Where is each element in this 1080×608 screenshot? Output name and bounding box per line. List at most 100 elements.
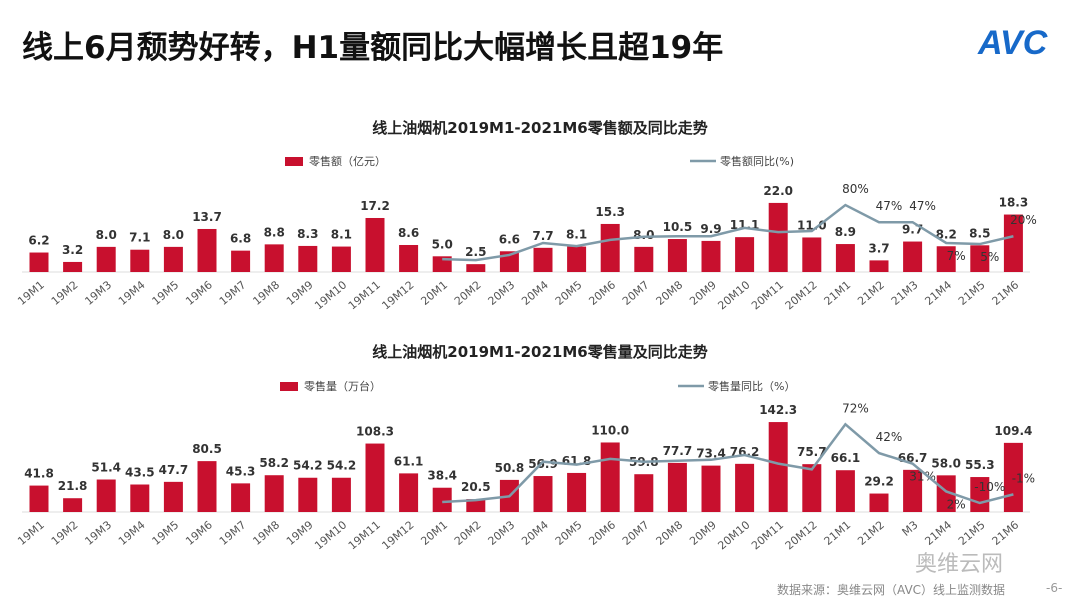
x-tick-label: 19M5 [150, 278, 182, 308]
x-tick-label: 19M4 [116, 278, 148, 308]
bar-label: 9.7 [902, 223, 923, 237]
bar-label: 5.0 [432, 237, 453, 251]
bar-label: 8.0 [163, 228, 184, 242]
bar [331, 246, 351, 272]
bar [298, 477, 318, 512]
x-tick-label: 19M2 [49, 518, 81, 548]
x-tick-label: 19M6 [183, 278, 215, 308]
x-tick-label: 19M1 [15, 518, 47, 548]
line-label: -10% [974, 480, 1005, 494]
x-tick-label: 20M9 [687, 518, 719, 548]
bar [533, 476, 553, 512]
bar-label: 77.7 [663, 444, 693, 458]
bar-label: 20.5 [461, 480, 491, 494]
bar [29, 252, 49, 272]
bar-label: 8.8 [264, 225, 285, 239]
x-tick-label: 21M3 [889, 278, 921, 308]
bar [399, 473, 419, 512]
x-tick-label: 19M7 [217, 278, 249, 308]
legend-bar-swatch [285, 157, 303, 166]
bar [735, 237, 755, 272]
bar [29, 485, 49, 512]
line-label: 7% [947, 249, 966, 263]
x-tick-label: 20M7 [620, 518, 652, 548]
bar-label: 8.9 [835, 225, 856, 239]
bar [768, 422, 788, 512]
line-label: 31% [909, 470, 936, 484]
x-tick-label: 20M2 [452, 278, 484, 308]
bar-label: 2.5 [465, 245, 486, 259]
page-number: -6- [1046, 581, 1063, 595]
x-tick-label: 20M8 [654, 518, 686, 548]
bar [634, 474, 654, 512]
bar [96, 479, 116, 512]
line-label: -1% [1012, 471, 1035, 485]
avc-logo: AVC [978, 24, 1048, 62]
line-label: 47% [909, 199, 936, 213]
bar-label: 7.1 [129, 231, 150, 245]
page-title: 线上6月颓势好转，H1量额同比大幅增长且超19年 [22, 30, 724, 66]
x-tick-label: 20M3 [486, 278, 518, 308]
x-tick-label: M3 [900, 518, 921, 539]
x-tick-label: 21M4 [922, 518, 954, 548]
bar [63, 498, 83, 512]
line-label: 5% [980, 250, 999, 264]
bar-label: 9.9 [700, 222, 721, 236]
bar [567, 246, 587, 272]
bar [130, 249, 150, 272]
x-tick-label: 20M6 [586, 518, 618, 548]
x-tick-label: 20M5 [553, 278, 585, 308]
x-tick-label: 21M4 [922, 278, 954, 308]
bar-label: 17.2 [360, 199, 390, 213]
bar-label: 38.4 [427, 469, 457, 483]
x-tick-label: 19M11 [346, 278, 383, 312]
line-label: 42% [876, 430, 903, 444]
bar [701, 240, 721, 272]
bar [197, 461, 217, 512]
x-tick-label: 21M6 [990, 278, 1022, 308]
bar [802, 464, 822, 512]
bar-label: 56.9 [528, 457, 558, 471]
bar-label: 8.0 [96, 228, 117, 242]
x-tick-label: 19M3 [82, 278, 114, 308]
bar [231, 250, 251, 272]
line-label: 80% [842, 182, 869, 196]
bar-label: 80.5 [192, 442, 222, 456]
x-tick-label: 21M6 [990, 518, 1022, 548]
x-tick-label: 21M2 [855, 518, 887, 548]
bar [667, 239, 687, 272]
bar-label: 18.3 [999, 196, 1029, 210]
bar-label: 73.4 [696, 447, 726, 461]
bar [231, 483, 251, 512]
bar [600, 223, 620, 272]
bar-label: 41.8 [24, 467, 54, 481]
bar [936, 246, 956, 272]
x-tick-label: 20M7 [620, 278, 652, 308]
bar-label: 58.2 [259, 456, 289, 470]
bar-label: 47.7 [159, 463, 189, 477]
x-tick-label: 20M4 [519, 278, 551, 308]
bar [970, 245, 990, 272]
bar-label: 51.4 [91, 461, 121, 475]
bar [1003, 214, 1023, 272]
bar [130, 484, 150, 512]
bar [936, 475, 956, 512]
bar-label: 6.6 [499, 232, 520, 246]
bar [533, 247, 553, 272]
bar-label: 110.0 [591, 423, 629, 437]
legend-bar-label: 零售额（亿元） [309, 154, 386, 168]
bar [869, 493, 889, 512]
bar-label: 50.8 [495, 461, 525, 475]
x-tick-label: 21M1 [822, 518, 854, 548]
bar-label: 66.1 [831, 451, 861, 465]
bar-label: 142.3 [759, 403, 797, 417]
bar [63, 261, 83, 272]
bar-label: 29.2 [864, 475, 894, 489]
x-tick-label: 19M2 [49, 278, 81, 308]
bar [331, 477, 351, 512]
bar [869, 260, 889, 272]
bar [163, 246, 183, 272]
bar [701, 465, 721, 512]
x-tick-label: 20M10 [715, 278, 752, 312]
